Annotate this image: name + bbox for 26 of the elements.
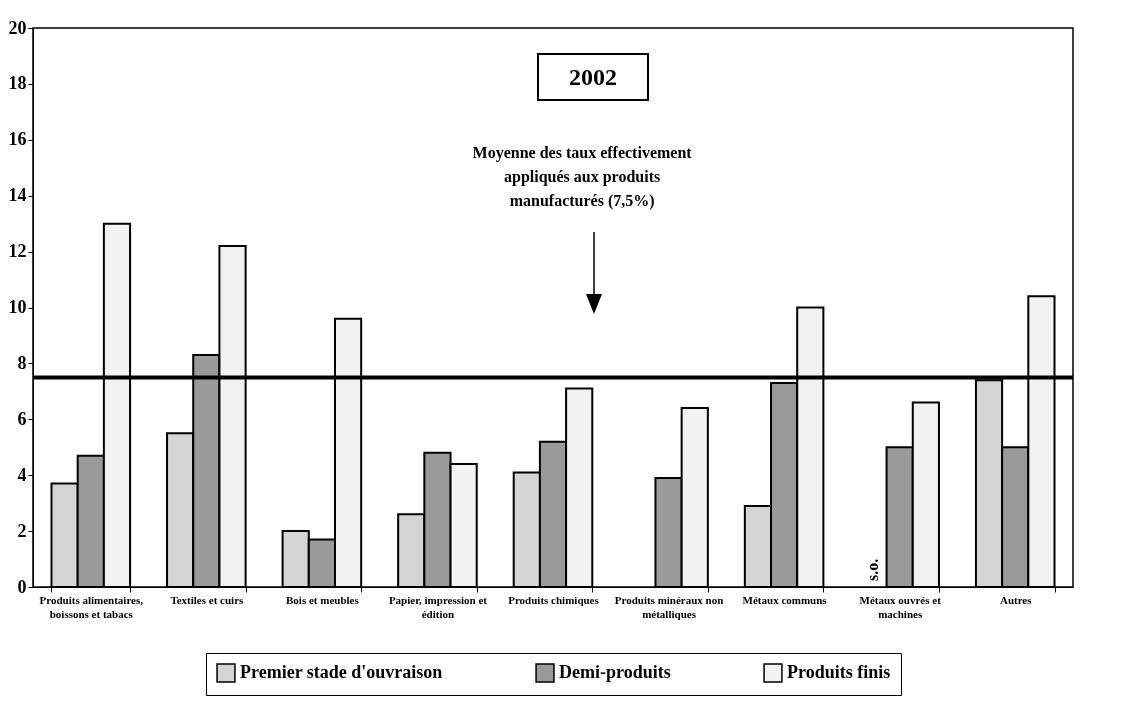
y-tick-label: 0 [17,576,27,597]
y-tick-label: 20 [8,17,27,38]
x-tick-label: Bois et meubles [286,593,360,606]
legend-label: Produits finis [787,662,891,683]
y-tick-label: 8 [17,352,27,373]
x-tick-label: Produits minéraux non métalliques [614,593,724,620]
y-tick-label: 2 [17,520,27,541]
annotation: Moyenne des taux effectivement appliqués aux produits manufacturés (7,5%) [472,144,693,211]
y-tick-label: 4 [17,464,27,485]
y-tick-label: 18 [8,73,27,94]
legend-label: Demi-produits [559,662,671,683]
x-tick-label: Métaux communs [742,593,828,606]
y-tick-label: 16 [8,129,27,150]
x-tick-label: Métaux ouvrés et machines [859,593,942,620]
x-tick-label: Produits alimentaires, boissons et tabacs [39,593,144,620]
x-tick-label: Papier, impression et édition [388,593,488,620]
text: 2002 [537,53,649,101]
annotation: s.o. [864,558,882,581]
x-tick-label: Autres [999,593,1033,606]
x-tick-label: Produits chimiques [508,593,600,606]
y-tick-label: 12 [8,241,27,262]
y-tick-label: 10 [8,297,27,317]
legend-label: Premier stade d'ouvraison [240,662,443,683]
y-tick-label: 14 [8,185,27,206]
x-tick-label: Textiles et cuirs [170,593,244,606]
y-tick-label: 6 [17,408,27,429]
